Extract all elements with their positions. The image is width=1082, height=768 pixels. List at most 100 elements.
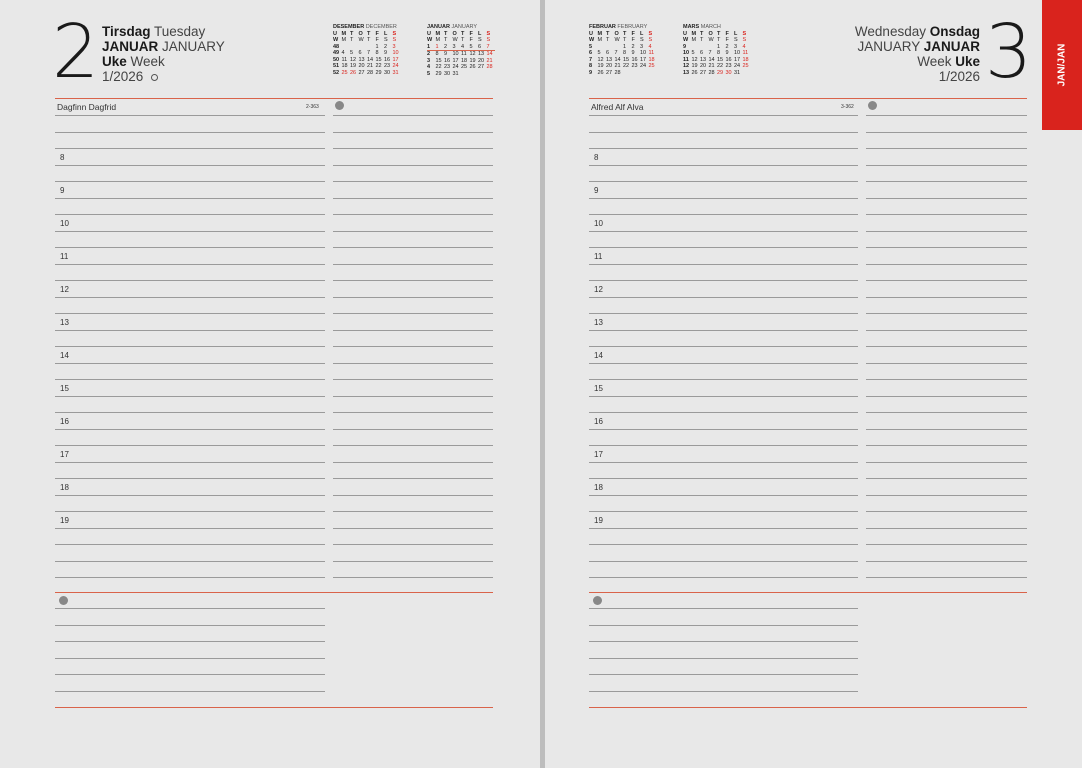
ruled-line xyxy=(55,445,325,446)
calendar-cell: 13 xyxy=(606,56,613,63)
notes-icon xyxy=(593,596,602,605)
ruled-line xyxy=(55,363,325,364)
calendar-cell: 23 xyxy=(725,63,732,69)
calendar-cell: 18 xyxy=(648,56,655,63)
weekday-no: Onsdag xyxy=(929,24,980,39)
calendar-cell: W xyxy=(427,37,433,43)
calendar-cell: 12 xyxy=(469,51,476,57)
calendar-cell: 5 xyxy=(589,43,593,50)
calendar-cell: 26 xyxy=(350,69,357,76)
ruled-line xyxy=(333,115,493,116)
ruled-line xyxy=(333,445,493,446)
calendar-cell: T xyxy=(350,30,354,37)
ruled-line xyxy=(866,132,1027,133)
calendar-cell xyxy=(478,71,487,78)
calendar-cell: W xyxy=(452,37,458,43)
calendar-cell: 26 xyxy=(597,69,604,76)
calendar-cell: 27 xyxy=(358,69,365,76)
calendar-cell: T xyxy=(444,30,448,37)
ruled-line xyxy=(333,247,493,248)
ruled-line xyxy=(589,528,858,529)
ruled-line xyxy=(55,247,325,248)
calendar-cell: L xyxy=(384,30,388,37)
calendar-cell: 4 xyxy=(648,43,652,50)
calendar-cell: 8 xyxy=(623,50,627,56)
ruled-line xyxy=(333,462,493,463)
calendar-cell: M xyxy=(597,30,603,37)
week-year: 1/2026 xyxy=(938,69,980,84)
ruled-line xyxy=(589,280,858,281)
ruled-line xyxy=(333,198,493,199)
calendar-cell: 2 xyxy=(725,43,729,50)
ruled-line xyxy=(55,561,325,562)
hour-label: 11 xyxy=(594,252,603,261)
calendar-cell: S xyxy=(734,37,738,43)
calendar-cell: 17 xyxy=(640,56,647,63)
calendar-cell: 11 xyxy=(648,50,655,56)
calendar-title: MARS MARCH xyxy=(683,24,721,30)
ruled-line xyxy=(589,379,858,380)
calendar-cell: M xyxy=(341,37,347,43)
ruled-line xyxy=(333,148,493,149)
month-en: JANUARY xyxy=(162,39,225,54)
hour-label: 13 xyxy=(594,318,603,327)
calendar-cell: T xyxy=(350,37,354,43)
hour-label: 14 xyxy=(594,351,603,360)
ruled-line xyxy=(55,313,325,314)
ruled-line xyxy=(55,412,325,413)
calendar-cell: F xyxy=(469,30,473,37)
calendar-cell: S xyxy=(742,30,747,37)
day-header: Tirsdag Tuesday JANUAR JANUARY Uke Week … xyxy=(102,24,225,84)
calendar-cell: 11 xyxy=(461,51,467,57)
calendar-cell: 23 xyxy=(384,63,391,69)
calendar-cell: F xyxy=(631,30,635,37)
calendar-cell: 15 xyxy=(435,57,442,64)
ruled-line xyxy=(333,577,493,578)
calendar-cell: W xyxy=(589,37,595,43)
hour-label: 16 xyxy=(60,417,69,426)
calendar-cell: T xyxy=(717,30,721,37)
notes-icon xyxy=(59,596,68,605)
calendar-cell: 17 xyxy=(734,56,741,63)
hour-label: 8 xyxy=(594,153,599,162)
ruled-line xyxy=(866,363,1027,364)
month-tab[interactable]: JAN/JAN xyxy=(1042,0,1082,130)
calendar-cell: U xyxy=(427,30,431,37)
ruled-line xyxy=(333,511,493,512)
hour-label: 8 xyxy=(60,153,65,162)
calendar-cell: 6 xyxy=(478,43,482,50)
calendar-cell: 51 xyxy=(333,63,340,69)
notes-line xyxy=(589,658,858,659)
ruled-line xyxy=(55,330,325,331)
calendar-cell: F xyxy=(725,30,729,37)
ruled-line xyxy=(55,478,325,479)
week-en: Week xyxy=(917,54,952,69)
ruled-line xyxy=(866,330,1027,331)
calendar-cell: 5 xyxy=(597,50,601,56)
mini-calendar: DESEMBER DECEMBER U M T O T F L S W M T W T F S S 48 1 2 3 49… xyxy=(333,24,401,76)
day-number: 3 xyxy=(985,9,1033,95)
calendar-cell: 52 xyxy=(333,69,340,76)
calendar-cell: 14 xyxy=(614,56,621,63)
notes-line xyxy=(589,641,858,642)
calendar-cell: O xyxy=(452,30,457,37)
week-no: Uke xyxy=(102,54,127,69)
calendar-cell: T xyxy=(606,30,610,37)
hour-label: 18 xyxy=(594,483,603,492)
hour-label: 9 xyxy=(594,186,599,195)
weekday-en: Wednesday xyxy=(854,24,926,39)
ruled-line xyxy=(333,528,493,529)
calendar-cell xyxy=(640,70,649,77)
ruled-line xyxy=(589,429,858,430)
calendar-cell: 10 xyxy=(452,51,459,57)
calendar-cell: 16 xyxy=(444,57,451,64)
calendar-cell: 17 xyxy=(392,56,399,63)
calendar-cell: 20 xyxy=(358,63,365,69)
calendar-cell: 31 xyxy=(392,69,399,76)
calendar-cell: 15 xyxy=(717,56,724,63)
calendar-cell xyxy=(623,70,632,77)
ruled-line xyxy=(333,264,493,265)
ruled-line xyxy=(589,165,858,166)
calendar-cell: O xyxy=(708,30,713,37)
calendar-cell: M xyxy=(435,30,441,37)
